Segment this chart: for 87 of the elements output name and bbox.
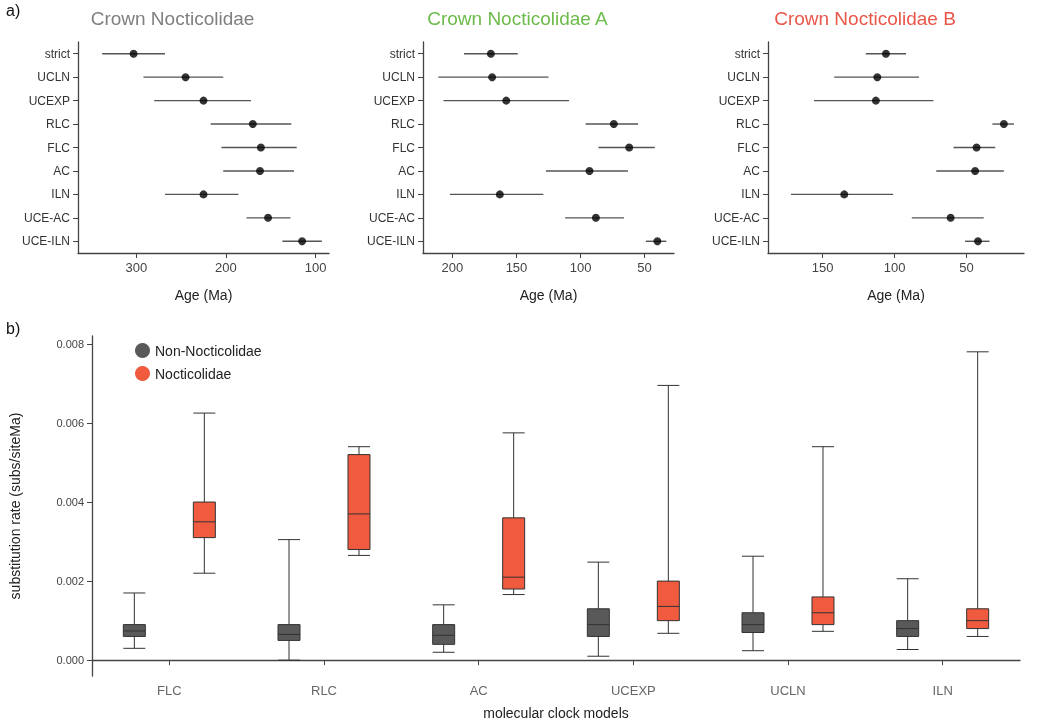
point	[488, 73, 497, 82]
y-tick-label: FLC	[737, 140, 761, 155]
x-axis-title: Age (Ma)	[867, 287, 925, 303]
y-tick-label: RLC	[735, 117, 761, 132]
point	[609, 120, 618, 129]
point	[502, 96, 511, 105]
y-tick-label: strict	[734, 46, 761, 61]
point	[871, 96, 880, 105]
x-tick-label: 200	[215, 260, 237, 275]
point	[248, 120, 257, 129]
x-tick-label: 200	[441, 260, 464, 275]
y-axis-title: substitution rate (subs/siteMa)	[7, 412, 23, 600]
x-tick-label: RLC	[310, 683, 338, 698]
text: b)	[6, 319, 21, 337]
y-tick-label: strict	[44, 46, 71, 61]
y-tick-label: UCEXP	[373, 93, 415, 108]
x-tick-label: 300	[125, 260, 148, 275]
y-tick-label: UCE-AC	[713, 210, 761, 225]
x-axis-title: Age (Ma)	[174, 287, 233, 303]
point	[495, 190, 504, 199]
x-tick-label: 50	[637, 260, 652, 275]
y-tick-label: UCLN	[727, 70, 760, 85]
y-tick-label: strict	[389, 46, 416, 61]
point	[881, 49, 890, 58]
x-tick-label: 100	[569, 260, 592, 275]
y-tick-label: UCE-AC	[23, 210, 71, 225]
y-tick-label: 0.002	[56, 575, 84, 588]
y-tick-label: RLC	[390, 117, 416, 132]
chart-title: Crown Nocticolidae B	[774, 8, 956, 29]
point	[199, 190, 208, 199]
point	[486, 49, 495, 58]
x-tick-label: 100	[883, 260, 906, 275]
point	[255, 166, 264, 175]
text: a)	[6, 1, 21, 19]
y-tick-label: UCE-AC	[368, 210, 416, 225]
point	[971, 166, 980, 175]
y-tick-label: ILN	[396, 187, 415, 202]
chart-title: Crown Nocticolidae A	[427, 8, 609, 29]
point	[181, 73, 190, 82]
point	[199, 96, 208, 105]
point	[585, 166, 594, 175]
y-tick-label: RLC	[45, 117, 71, 132]
chart-title: Crown Nocticolidae	[90, 8, 255, 29]
y-tick-label: ILN	[741, 187, 760, 202]
point	[264, 213, 273, 222]
y-tick-label: AC	[743, 163, 761, 178]
x-tick-label: 50	[959, 260, 974, 275]
point	[840, 190, 849, 199]
point	[653, 237, 662, 246]
y-tick-label: UCEXP	[718, 93, 760, 108]
x-axis-title: molecular clock models	[483, 705, 629, 721]
y-tick-label: AC	[398, 163, 416, 178]
y-tick-label: UCLN	[37, 70, 70, 85]
x-tick-label: 100	[304, 260, 327, 275]
point	[999, 120, 1008, 129]
x-tick-label: UCLN	[770, 683, 806, 698]
y-tick-label: UCE-ILN	[711, 234, 760, 249]
y-tick-label: 0.000	[56, 654, 84, 667]
y-tick-label: UCEXP	[28, 93, 70, 108]
point	[129, 49, 138, 58]
y-tick-label: ILN	[51, 187, 70, 202]
point	[973, 237, 982, 246]
point	[972, 143, 981, 152]
legend-label: Nocticolidae	[155, 365, 232, 382]
y-tick-label: UCLN	[382, 70, 415, 85]
y-tick-label: UCE-ILN	[366, 234, 415, 249]
y-tick-label: 0.008	[56, 337, 84, 350]
point	[591, 213, 600, 222]
x-tick-label: ILN	[932, 683, 953, 698]
x-tick-label: UCEXP	[610, 683, 656, 698]
x-tick-label: 150	[505, 260, 528, 275]
x-tick-label: FLC	[157, 683, 182, 698]
x-tick-label: 150	[811, 260, 834, 275]
x-axis-title: Age (Ma)	[519, 287, 578, 303]
y-tick-label: UCE-ILN	[21, 234, 70, 249]
point	[625, 143, 634, 152]
point	[298, 237, 307, 246]
y-tick-label: AC	[53, 163, 71, 178]
legend-label: Non-Nocticolidae	[155, 342, 262, 359]
y-tick-label: 0.006	[56, 416, 84, 429]
point	[256, 143, 265, 152]
y-tick-label: FLC	[47, 140, 71, 155]
point	[946, 213, 955, 222]
y-tick-label: 0.004	[56, 496, 84, 509]
point	[873, 73, 882, 82]
y-tick-label: FLC	[392, 140, 416, 155]
x-tick-label: AC	[469, 683, 488, 698]
